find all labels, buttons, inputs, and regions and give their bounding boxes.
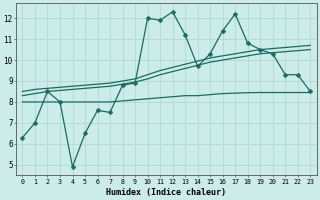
X-axis label: Humidex (Indice chaleur): Humidex (Indice chaleur) — [106, 188, 226, 197]
